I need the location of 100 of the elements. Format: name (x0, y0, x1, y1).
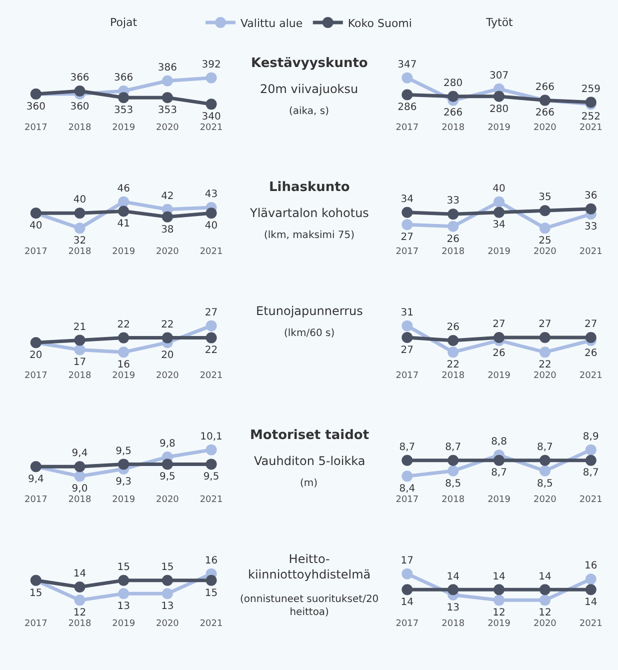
data-label: 8,5 (445, 478, 462, 490)
point (162, 574, 173, 586)
data-label: 8,9 (582, 431, 599, 442)
data-label: 27 (400, 344, 414, 356)
point (74, 208, 86, 219)
data-label: 8,7 (582, 468, 599, 479)
point (74, 594, 86, 606)
x-tick-label: 2020 (156, 495, 180, 505)
point (585, 584, 596, 596)
x-tick-label: 2018 (68, 371, 92, 381)
data-label: 9,4 (72, 448, 88, 460)
data-label: 46 (117, 183, 130, 194)
point (402, 584, 413, 596)
data-label: 14 (538, 571, 552, 582)
data-label: 392 (202, 59, 221, 70)
point (585, 332, 596, 344)
data-label: 360 (26, 101, 46, 112)
point (539, 454, 550, 466)
point (585, 203, 596, 214)
point (402, 332, 413, 344)
point (118, 588, 130, 600)
data-label: 286 (398, 102, 417, 114)
point (206, 458, 217, 470)
text: (lkm, maksimi 75) (264, 230, 355, 241)
point (494, 196, 505, 208)
data-label: 15 (161, 562, 174, 574)
data-label: 42 (161, 190, 174, 202)
text: 20m viivajuoksu (260, 82, 358, 96)
x-tick-label: 2018 (442, 123, 465, 133)
x-tick-label: 2019 (488, 247, 511, 257)
x-tick-label: 2020 (156, 247, 180, 257)
data-label: 12 (538, 608, 552, 619)
data-label: 353 (158, 104, 177, 116)
x-tick-label: 2017 (396, 123, 419, 133)
point (206, 72, 217, 84)
data-label: 9,5 (116, 446, 132, 457)
x-tick-label: 2017 (24, 123, 48, 133)
x-tick-label: 2018 (442, 495, 465, 505)
point (402, 219, 413, 230)
x-tick-label: 2017 (24, 371, 48, 381)
data-label: 15 (204, 588, 218, 599)
data-label: 10,1 (200, 431, 222, 442)
point (74, 222, 86, 234)
point (448, 334, 459, 346)
point (118, 332, 130, 344)
point (494, 90, 505, 102)
data-label: 13 (446, 602, 460, 614)
data-label: 32 (73, 236, 86, 247)
point (118, 92, 130, 104)
text: (aika, s) (289, 106, 330, 117)
data-label: 36 (584, 190, 598, 202)
data-label: 40 (30, 220, 42, 232)
point (74, 86, 86, 96)
x-tick-label: 2020 (534, 371, 557, 381)
point (118, 196, 130, 208)
x-tick-label: 2021 (579, 619, 602, 629)
point (448, 220, 459, 232)
point (206, 208, 217, 219)
data-label: 360 (70, 101, 90, 112)
point (74, 582, 86, 592)
data-label: 34 (492, 220, 506, 231)
data-label: 25 (538, 236, 552, 247)
data-label: 13 (161, 600, 174, 612)
data-label: 26 (584, 348, 598, 359)
point (402, 72, 413, 84)
point (448, 90, 459, 102)
point (162, 458, 173, 470)
text: (onnistuneet suoritukset/20 heittoa) (240, 594, 379, 618)
point (585, 454, 596, 466)
data-label: 34 (400, 194, 414, 205)
text: (m) (300, 478, 318, 489)
x-tick-label: 2017 (396, 247, 419, 257)
x-tick-label: 2019 (488, 371, 511, 381)
data-label: 27 (492, 319, 506, 330)
data-label: 9,0 (72, 484, 88, 495)
point (494, 332, 505, 344)
x-tick-label: 2019 (488, 123, 511, 133)
point (162, 92, 173, 104)
point (74, 334, 86, 346)
data-label: 17 (400, 555, 414, 566)
point (539, 205, 550, 216)
x-tick-label: 2018 (68, 247, 92, 257)
data-label: 14 (584, 597, 598, 608)
x-tick-label: 2021 (200, 371, 223, 381)
data-label: 12 (73, 608, 86, 619)
x-tick-label: 2021 (200, 495, 223, 505)
data-label: 26 (492, 348, 506, 359)
data-label: 33 (446, 196, 460, 207)
point (206, 574, 217, 586)
data-label: 14 (400, 597, 414, 608)
x-tick-label: 2019 (112, 371, 136, 381)
data-label: 353 (114, 104, 134, 116)
x-tick-label: 2017 (24, 247, 48, 257)
point (448, 465, 459, 476)
point (494, 584, 505, 596)
data-label: 22 (446, 360, 460, 371)
data-label: 13 (117, 600, 130, 612)
data-label: 8,7 (537, 442, 553, 453)
data-label: 40 (492, 183, 506, 194)
x-tick-label: 2018 (68, 619, 92, 629)
